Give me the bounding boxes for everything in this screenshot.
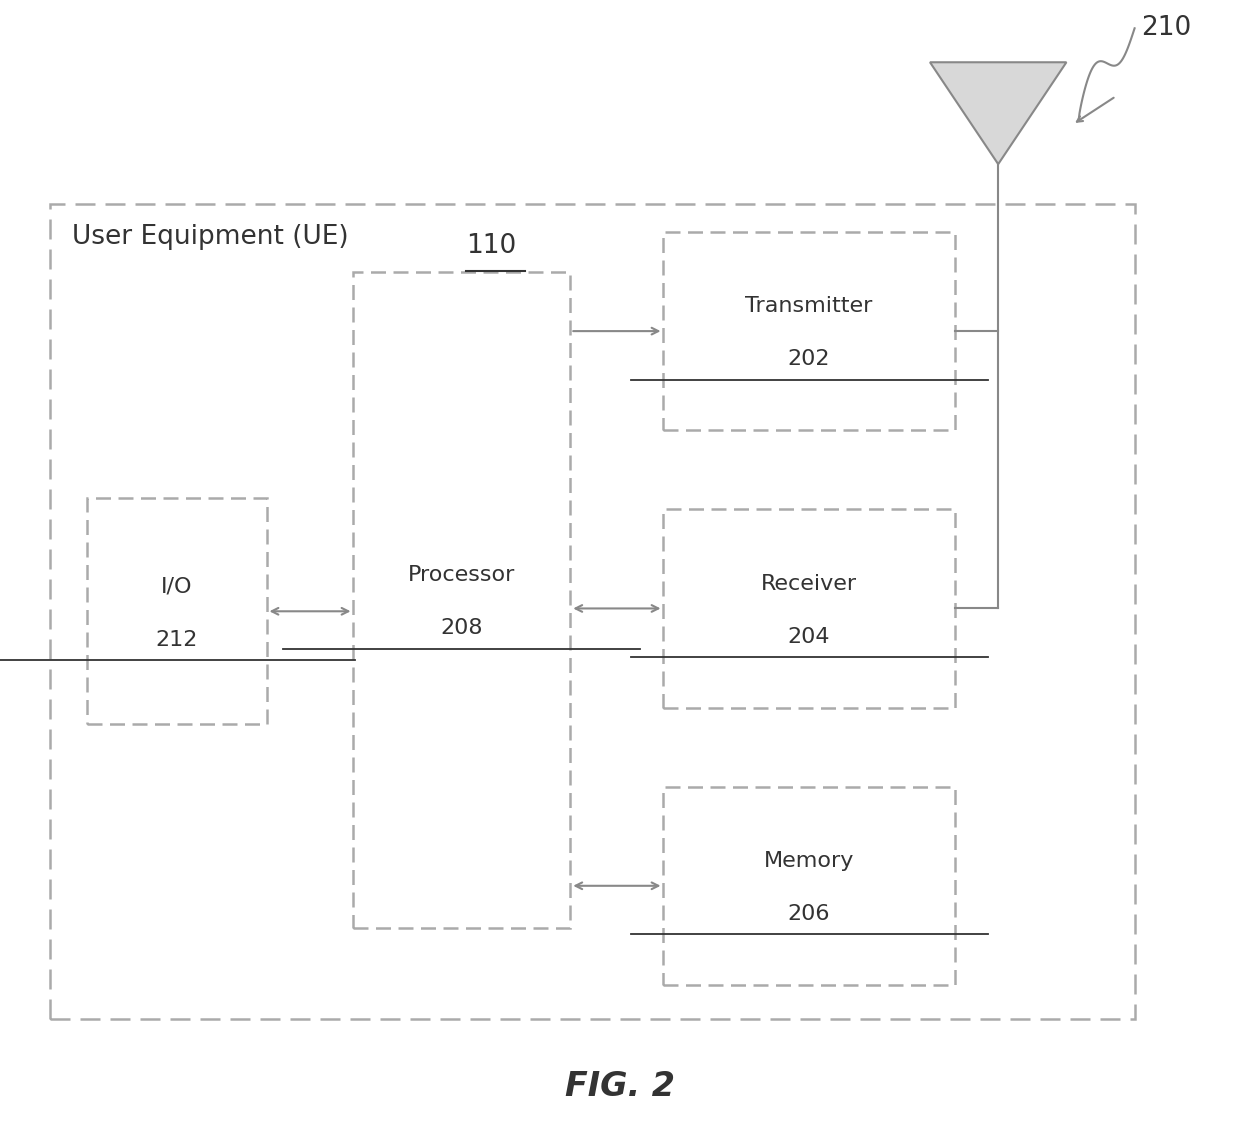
Text: Memory: Memory bbox=[764, 851, 854, 871]
Text: I/O: I/O bbox=[161, 576, 192, 597]
Text: User Equipment (UE): User Equipment (UE) bbox=[72, 224, 357, 250]
Text: Receiver: Receiver bbox=[761, 574, 857, 593]
Bar bbox=[663, 787, 955, 985]
Text: 210: 210 bbox=[1141, 16, 1192, 41]
Polygon shape bbox=[930, 62, 1066, 164]
Text: Processor: Processor bbox=[408, 565, 516, 585]
Text: 204: 204 bbox=[787, 627, 831, 646]
Bar bbox=[353, 272, 570, 928]
Text: 212: 212 bbox=[155, 629, 198, 650]
Text: 202: 202 bbox=[787, 350, 831, 369]
Text: 110: 110 bbox=[466, 233, 517, 259]
Text: Transmitter: Transmitter bbox=[745, 297, 873, 316]
Text: FIG. 2: FIG. 2 bbox=[565, 1070, 675, 1104]
Bar bbox=[663, 509, 955, 708]
Text: 206: 206 bbox=[787, 904, 831, 924]
Text: 208: 208 bbox=[440, 618, 484, 638]
Bar bbox=[663, 232, 955, 430]
Bar bbox=[50, 204, 1135, 1019]
Bar bbox=[87, 498, 267, 724]
